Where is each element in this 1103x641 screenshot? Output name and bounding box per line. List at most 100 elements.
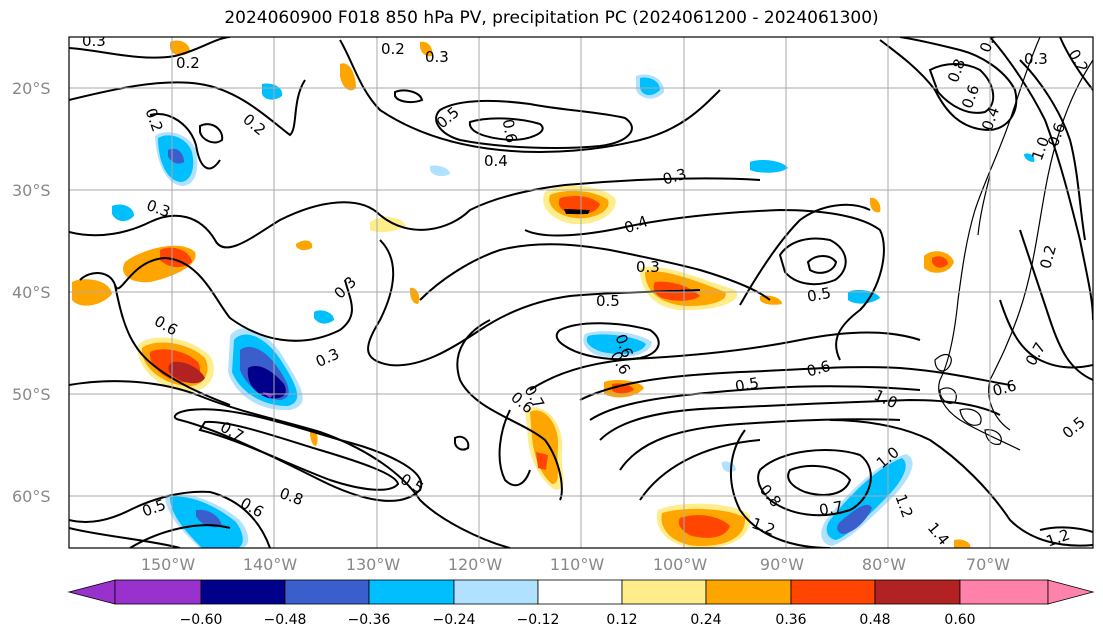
coastline (934, 37, 1093, 451)
precip-pos-area (530, 410, 559, 484)
coastline-path (977, 174, 991, 236)
precip-pos-area (420, 41, 433, 57)
contour-line (778, 237, 847, 286)
contour-line (787, 464, 852, 496)
contour-label: 0.3 (425, 48, 449, 66)
colorbar-tick-label: −0.36 (348, 612, 391, 628)
colorbar-tick-label: −0.60 (180, 612, 223, 628)
contour-label: 0.3 (661, 165, 689, 189)
contour-line (806, 255, 838, 274)
contour-line (339, 39, 721, 153)
contour-line (498, 409, 531, 487)
contour-line (999, 299, 1093, 369)
contour-line (1039, 526, 1093, 533)
contour-line (529, 331, 921, 391)
contour-line (1019, 59, 1086, 241)
contour-line (394, 89, 424, 104)
contour-line (1059, 37, 1093, 91)
lat-axis: 20°S 30°S 40°S 50°S 60°S (12, 79, 51, 506)
precip-pos-area (564, 209, 590, 214)
contour-line (729, 429, 831, 548)
gridlines (69, 37, 1093, 548)
colorbar-extend-low (67, 579, 116, 605)
lon-tick-label: 120°W (448, 555, 503, 574)
contour-line (173, 408, 423, 502)
contour-line (524, 208, 885, 361)
contour-label: 0.6 (499, 118, 521, 145)
contour-line (435, 99, 633, 149)
lon-tick-label: 80°W (862, 555, 906, 574)
colorbar-segment (705, 579, 792, 605)
lat-tick-label: 30°S (12, 181, 51, 200)
contour-label: 0.3 (1024, 50, 1048, 68)
colorbar-segment (959, 579, 1049, 605)
colorbar-segment (200, 579, 286, 605)
precip-neg-area (1024, 153, 1035, 162)
lat-tick-label: 40°S (12, 283, 51, 302)
contour-label: 0.6 (805, 357, 833, 381)
contour-label: 0.3 (636, 258, 660, 276)
contour-label: 0.6 (991, 376, 1019, 400)
precip-neg-area (586, 334, 646, 354)
precip-neg-area (247, 365, 286, 399)
coastline-path (984, 429, 1002, 445)
precip-pos-area (954, 539, 971, 548)
contour-label: 0.5 (734, 374, 761, 396)
colorbar-extend-high (1047, 579, 1095, 605)
contour-line (69, 37, 231, 59)
contour-label: 0.4 (484, 152, 508, 170)
colorbar-tick-label: 0.12 (606, 612, 637, 628)
colorbar-tick-label: 0.60 (944, 612, 975, 628)
colorbar-tick-label: 0.48 (859, 612, 890, 628)
contour-line (928, 63, 995, 114)
colorbar-segment (114, 579, 202, 605)
precip-shading (72, 40, 1035, 548)
contour-line (198, 420, 400, 491)
precip-pos-area (170, 40, 190, 56)
colorbar-segment (284, 579, 370, 605)
precip-neg-area (314, 310, 334, 324)
precip-pos-area (310, 429, 318, 446)
lon-tick-label: 130°W (346, 555, 401, 574)
precip-pos-area (870, 197, 881, 213)
coastline-path (939, 387, 957, 404)
colorbar-segment (874, 579, 961, 605)
contour-line (114, 284, 231, 406)
contour-line (829, 419, 1093, 547)
precip-neg-area (640, 77, 660, 96)
precip-neg-area (430, 165, 450, 177)
precip-pos-area (536, 452, 548, 470)
colorbar-tick-label: −0.48 (264, 612, 307, 628)
colorbar-tick-label: −0.12 (517, 612, 560, 628)
colorbar-tick-label: 0.24 (690, 612, 721, 628)
lon-tick-label: 100°W (653, 555, 708, 574)
colorbar-segment (453, 579, 539, 605)
precip-pos-area (340, 63, 356, 91)
contour-line (149, 113, 221, 170)
contour-label: 0.3 (82, 32, 106, 50)
contour-line (199, 123, 224, 144)
precip-neg-area (112, 204, 134, 222)
contour-line (129, 524, 231, 548)
contour-line (619, 418, 901, 471)
lon-tick-label: 90°W (760, 555, 804, 574)
contour-line (367, 239, 701, 367)
contour-label: 0.2 (1036, 243, 1060, 271)
contour-label: 0.2 (381, 40, 405, 58)
lat-tick-label: 60°S (12, 487, 51, 506)
pv-contours (69, 37, 1093, 548)
contour-label: 0.5 (596, 292, 620, 310)
colorbar-ticks: −0.60 −0.48 −0.36 −0.24 −0.12 0.12 0.24 … (180, 612, 976, 628)
colorbar-segment (537, 579, 623, 605)
precip-pos-area (932, 256, 948, 268)
contour-line (69, 380, 511, 548)
precip-neg-area (722, 461, 736, 473)
colorbar-segment (368, 579, 455, 605)
contour-line (589, 385, 921, 421)
colorbar-tick-label: 0.36 (775, 612, 806, 628)
precip-neg-area (837, 504, 872, 534)
contour-label: 0.5 (806, 284, 833, 306)
precip-pos-area (160, 247, 192, 268)
lat-tick-label: 20°S (12, 79, 51, 98)
